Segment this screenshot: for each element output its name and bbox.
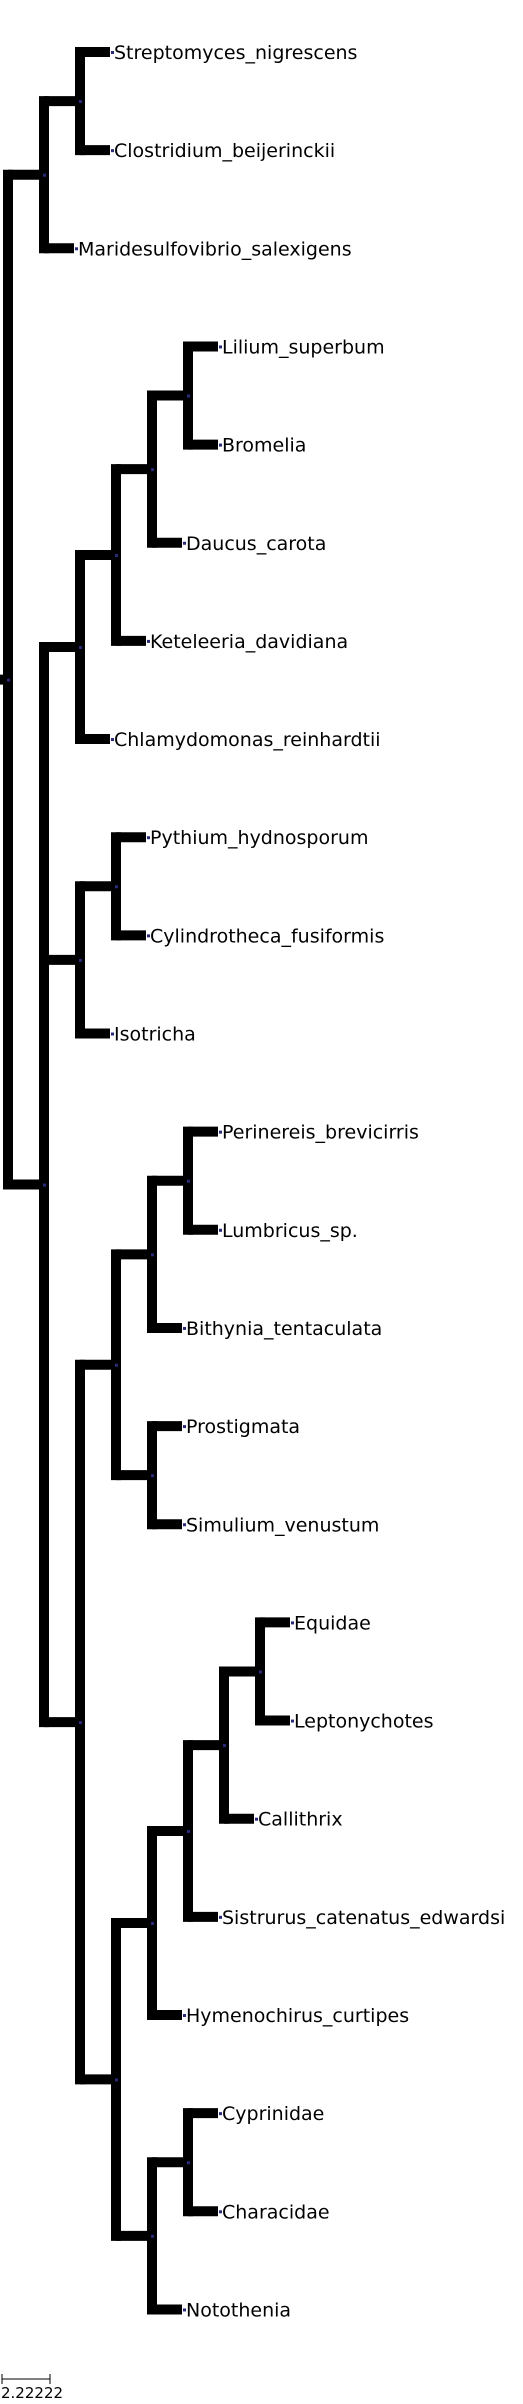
tip-label: Perinereis_brevicirris (222, 1122, 419, 1144)
tip-label: Maridesulfovibrio_salexigens (78, 238, 352, 260)
tip-node-marker (75, 247, 78, 251)
internal-node-marker (43, 173, 46, 177)
tip-node-marker (183, 1326, 186, 1330)
tip-label: Bromelia (222, 435, 306, 457)
internal-node-marker (151, 1253, 154, 1257)
internal-node-marker (115, 554, 118, 558)
tree-branches (0, 47, 290, 2315)
tip-label: Characidae (222, 2201, 330, 2223)
tip-label: Cyprinidae (222, 2103, 324, 2125)
tip-node-marker (183, 2308, 186, 2312)
internal-node-marker (115, 885, 118, 889)
tip-node-marker (219, 2112, 222, 2116)
tip-label: Keteleeria_davidiana (150, 631, 348, 653)
internal-node-marker (223, 1744, 226, 1748)
tip-node-marker (147, 639, 150, 643)
internal-node-marker (79, 1721, 82, 1725)
tip-label: Callithrix (258, 1809, 343, 1831)
tip-node-marker (183, 1425, 186, 1429)
internal-node-marker (151, 2234, 154, 2238)
internal-node-marker (7, 678, 10, 682)
tip-label: Notothenia (186, 2299, 291, 2321)
tip-label: Chlamydomonas_reinhardtii (114, 729, 381, 751)
internal-node-marker (79, 100, 82, 104)
internal-node-marker (187, 394, 190, 398)
tip-node-marker (183, 541, 186, 545)
tip-label: Leptonychotes (294, 1711, 434, 1733)
internal-node-marker (187, 1179, 190, 1183)
tree-nodes (7, 51, 294, 2312)
internal-node-marker (151, 1921, 154, 1925)
tip-node-marker (291, 1621, 294, 1625)
internal-node-marker (187, 1829, 190, 1833)
tip-label: Prostigmata (186, 1416, 300, 1438)
tip-label: Lumbricus_sp. (222, 1220, 358, 1242)
tip-label: Sistrurus_catenatus_edwardsi (222, 1907, 505, 1929)
scale-bar: 2.22222 (1, 2374, 63, 2402)
scale-bar-label: 2.22222 (1, 2384, 63, 2402)
tip-label: Clostridium_beijerinckii (114, 140, 335, 162)
internal-node-marker (115, 2078, 118, 2082)
tip-node-marker (183, 1523, 186, 1527)
tip-label: Equidae (294, 1612, 371, 1634)
tip-node-marker (219, 1228, 222, 1232)
tip-node-marker (147, 836, 150, 840)
internal-node-marker (187, 2161, 190, 2165)
tip-node-marker (111, 51, 114, 54)
internal-node-marker (151, 1474, 154, 1478)
internal-node-marker (115, 1363, 118, 1367)
tip-label: Simulium_venustum (186, 1514, 379, 1536)
tip-node-marker (219, 2210, 222, 2214)
internal-node-marker (79, 646, 82, 650)
tip-node-marker (147, 934, 150, 938)
internal-node-marker (79, 958, 82, 962)
tip-label: Isotricha (114, 1024, 196, 1046)
tip-node-marker (219, 1915, 222, 1919)
tip-node-marker (291, 1719, 294, 1723)
tip-label: Hymenochirus_curtipes (186, 2005, 409, 2027)
internal-node-marker (259, 1670, 262, 1674)
tip-label: Cylindrotheca_fusiformis (150, 925, 384, 947)
tip-label: Pythium_hydnosporum (150, 827, 368, 849)
tip-labels: Streptomyces_nigrescens Clostridium_beije… (78, 42, 505, 2321)
internal-node-marker (151, 468, 154, 472)
tip-node-marker (255, 1817, 258, 1821)
tip-label: Bithynia_tentaculata (186, 1318, 382, 1340)
internal-node-marker (43, 1183, 46, 1187)
tip-label: Lilium_superbum (222, 336, 385, 358)
tip-node-marker (111, 1032, 114, 1036)
tip-node-marker (219, 1130, 222, 1134)
tip-label: Daucus_carota (186, 533, 326, 555)
tip-node-marker (219, 345, 222, 349)
tip-node-marker (219, 443, 222, 447)
tip-node-marker (111, 149, 114, 153)
tip-label: Streptomyces_nigrescens (114, 42, 357, 64)
tip-node-marker (183, 2014, 186, 2017)
tip-node-marker (111, 738, 114, 742)
